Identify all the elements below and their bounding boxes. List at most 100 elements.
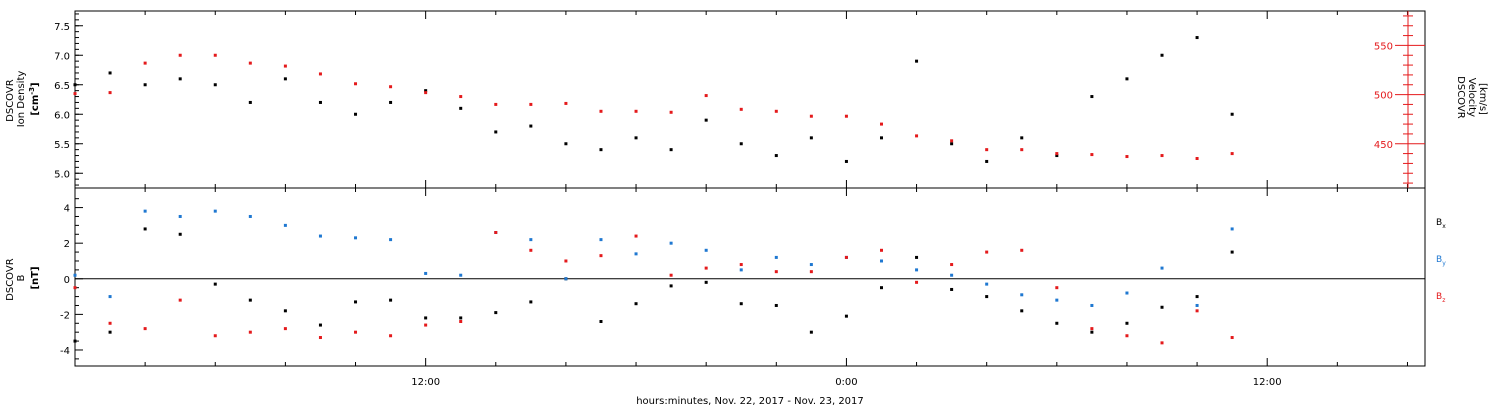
bottom-bz-point bbox=[1195, 309, 1199, 313]
bottom-bx-point bbox=[879, 286, 883, 290]
top-left-axis-title-line-2: Ion Density bbox=[16, 71, 27, 128]
top-velocity-point bbox=[354, 82, 358, 86]
top-velocity-point bbox=[213, 53, 217, 57]
bottom-by-point bbox=[599, 238, 603, 242]
top-velocity-point bbox=[424, 91, 428, 95]
top-velocity-point bbox=[739, 107, 743, 111]
top-velocity-point bbox=[1195, 157, 1199, 160]
bottom-by-point bbox=[879, 259, 883, 263]
bottom-bx-point bbox=[424, 316, 428, 320]
x-tick-label: 0:00 bbox=[835, 377, 857, 388]
top-velocity-point bbox=[283, 64, 287, 68]
top-density-point bbox=[424, 89, 428, 93]
bottom-y-tick-label: -2 bbox=[60, 310, 70, 321]
top-velocity-point bbox=[1055, 152, 1059, 156]
top-velocity-point bbox=[634, 109, 638, 113]
axis-text: 12:00 0:00 12:00 5.0 5.5 6.0 6.5 7.0 7.5 450 500 55… bbox=[54, 22, 1393, 388]
top-density-point bbox=[283, 77, 287, 81]
top-velocity-point bbox=[494, 102, 498, 106]
top-density-point bbox=[879, 136, 883, 140]
bottom-bz-point bbox=[529, 248, 533, 252]
bottom-bz-point bbox=[739, 263, 743, 267]
bottom-by-point bbox=[1230, 227, 1234, 231]
bottom-bx-point bbox=[950, 287, 954, 291]
top-velocity-point bbox=[774, 109, 778, 113]
x-tick-label: 12:00 bbox=[1253, 377, 1282, 388]
top-density-point bbox=[1020, 136, 1024, 140]
bottom-bz-point bbox=[809, 270, 813, 274]
bottom-bz-point bbox=[564, 259, 568, 263]
bottom-bx-point bbox=[73, 339, 77, 343]
bottom-bz-point bbox=[774, 270, 778, 274]
top-density-point bbox=[248, 100, 252, 104]
bottom-bz-point bbox=[1230, 336, 1234, 340]
bottom-by-point bbox=[774, 255, 778, 259]
bottom-by-point bbox=[1160, 266, 1164, 270]
top-density-point bbox=[950, 142, 954, 146]
top-velocity-point bbox=[529, 102, 533, 106]
bottom-bz-point bbox=[178, 298, 182, 302]
bottom-bz-point bbox=[108, 321, 112, 325]
bottom-by-point bbox=[985, 282, 989, 286]
bottom-bz-point bbox=[1020, 248, 1024, 252]
top-velocity-point bbox=[1230, 152, 1234, 156]
bottom-bx-point bbox=[599, 320, 603, 323]
top-velocity-point bbox=[459, 95, 463, 99]
bottom-bz-point bbox=[669, 273, 673, 277]
bottom-by-point bbox=[248, 214, 252, 218]
top-panel-frame bbox=[74, 10, 1426, 189]
bottom-panel-frame bbox=[74, 187, 1426, 367]
bottom-by-point bbox=[915, 268, 919, 272]
left-y-tick-label: 7.0 bbox=[54, 51, 70, 62]
left-y-tick-label: 6.0 bbox=[54, 110, 70, 121]
top-velocity-point bbox=[178, 53, 182, 57]
bottom-bx-point bbox=[1230, 250, 1234, 254]
top-density-point bbox=[108, 71, 112, 75]
top-density-point bbox=[1160, 53, 1164, 57]
bottom-bx-point bbox=[529, 300, 533, 304]
bottom-bx-point bbox=[985, 295, 989, 299]
bottom-by-point bbox=[669, 241, 673, 245]
bottom-bz-point bbox=[704, 266, 708, 270]
top-density-point bbox=[143, 83, 147, 87]
bottom-bz-point bbox=[950, 263, 954, 267]
bottom-bx-point bbox=[143, 227, 147, 231]
top-velocity-point bbox=[248, 61, 252, 65]
bottom-bz-point bbox=[879, 248, 883, 252]
top-density-point bbox=[1090, 95, 1094, 99]
bottom-bx-point bbox=[1195, 295, 1199, 299]
top-density-point bbox=[844, 159, 848, 163]
bottom-bz-point bbox=[1160, 341, 1164, 345]
bottom-bx-point bbox=[915, 255, 919, 259]
top-density-point bbox=[739, 142, 743, 146]
bottom-bz-point bbox=[73, 286, 77, 290]
top-density-point bbox=[564, 142, 568, 146]
bottom-bz-point bbox=[248, 330, 252, 334]
top-density-point bbox=[599, 148, 603, 152]
top-right-axis-title: DSCOVR Velocity [km/s] bbox=[1455, 76, 1488, 122]
top-density-point bbox=[73, 83, 77, 87]
bottom-bx-point bbox=[844, 314, 848, 318]
top-velocity-point bbox=[844, 114, 848, 118]
bottom-bx-point bbox=[283, 309, 287, 313]
bottom-bz-point bbox=[389, 334, 393, 338]
top-right-axis-title-line-1: DSCOVR bbox=[1455, 76, 1466, 119]
top-velocity-point bbox=[73, 92, 77, 96]
bottom-bz-point bbox=[424, 323, 428, 327]
top-density-point bbox=[704, 118, 708, 122]
top-density-point bbox=[213, 83, 217, 87]
bottom-by-point bbox=[950, 273, 954, 277]
bottom-bx-point bbox=[704, 280, 708, 284]
bottom-bx-point bbox=[1125, 321, 1129, 325]
bottom-by-point bbox=[704, 248, 708, 252]
bottom-by-point bbox=[178, 214, 182, 218]
bottom-bz-point bbox=[459, 320, 463, 323]
bottom-bx-point bbox=[809, 330, 813, 334]
bottom-bx-point bbox=[774, 303, 778, 307]
top-left-axis-title: DSCOVR Ion Density bbox=[5, 71, 27, 128]
bottom-by-point bbox=[529, 238, 533, 242]
bottom-left-axis-unit: [nT] bbox=[30, 266, 41, 289]
left-y-tick-label: 5.0 bbox=[54, 169, 70, 180]
bottom-bx-point bbox=[1160, 305, 1164, 309]
top-right-axis-title-line-2: Velocity bbox=[1466, 78, 1477, 117]
